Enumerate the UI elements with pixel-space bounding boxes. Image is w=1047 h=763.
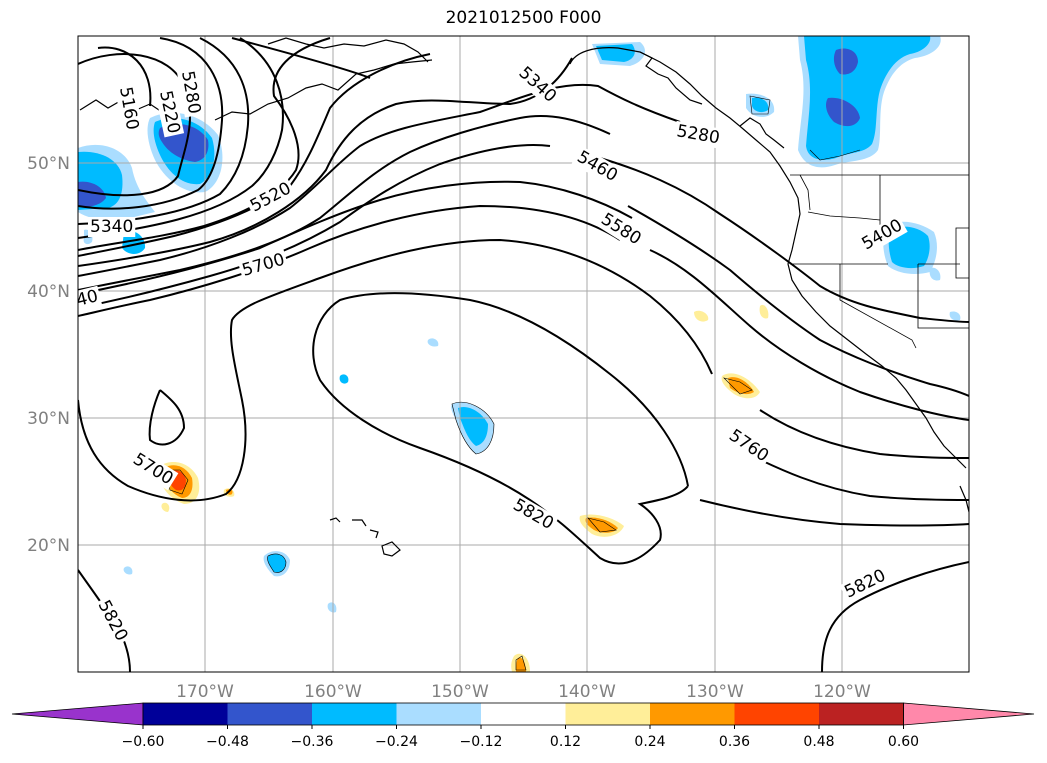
colorbar: −0.60 −0.48 −0.36 −0.24 −0.12 0.12 0.24 0.36 0.4…: [11, 702, 1035, 750]
borders: [790, 174, 969, 349]
lon-label-160w: 160°W: [304, 682, 362, 702]
colorbar-tick-label: −0.36: [291, 734, 334, 750]
colorbar-bin: [227, 703, 312, 725]
colorbar-tick-label: 0.60: [888, 734, 919, 750]
contour-label-backing: [237, 249, 289, 282]
colorbar-bin: [650, 703, 735, 725]
colorbar-tick-label: 0.24: [634, 734, 665, 750]
colorbar-bin: [481, 703, 566, 725]
colorbar-under-arrow: [11, 702, 144, 726]
contour-label-backing: [88, 217, 136, 237]
map-frame: [77, 35, 970, 673]
lat-label-30n: 30°N: [27, 409, 70, 429]
coastlines: [79, 37, 969, 513]
colorbar-tick-label: 0.12: [550, 734, 581, 750]
contour-label-backing: [127, 448, 179, 491]
colorbar-bin: [734, 703, 819, 725]
lon-labels: 170°W 160°W 150°W 140°W 130°W 120°W: [176, 682, 871, 702]
contour-label-backing: [72, 285, 103, 312]
map-grid: [78, 36, 969, 672]
colorbar-bin: [396, 703, 481, 725]
colorbar-tick-label: −0.48: [206, 734, 249, 750]
colorbar-frame: [142, 702, 904, 726]
map-title: 2021012500 F000: [445, 8, 602, 28]
colorbar-tick-label: 0.48: [803, 734, 834, 750]
height-contours: [78, 37, 969, 672]
shading-outlines: [165, 95, 861, 671]
map-area: [78, 36, 969, 672]
colorbar-bin: [565, 703, 650, 725]
lat-label-20n: 20°N: [27, 536, 70, 556]
colorbar-bin: [819, 703, 904, 725]
contour-label-backing: [154, 86, 185, 138]
contour-label-backing: [839, 564, 891, 604]
hawaii-islands: [329, 517, 401, 557]
colorbar-tick-label: −0.24: [375, 734, 418, 750]
contour-label-backing: [513, 61, 562, 109]
lat-label-40n: 40°N: [27, 282, 70, 302]
colorbar-bin: [312, 703, 397, 725]
colorbar-tick-label: −0.12: [460, 734, 503, 750]
lon-label-150w: 150°W: [431, 682, 489, 702]
colorbar-bin: [143, 703, 228, 725]
contour-label-backing: [571, 146, 623, 187]
contour-label-backing: [856, 214, 908, 256]
contour-label-backing: [595, 208, 647, 251]
lon-label-130w: 130°W: [686, 682, 744, 702]
colorbar-tick-label: 0.36: [719, 734, 750, 750]
contour-label-backing: [245, 177, 297, 218]
contour-label-backing: [92, 595, 133, 647]
lat-label-50n: 50°N: [27, 154, 70, 174]
contour-label-backing: [673, 120, 724, 149]
contour-label: 5340: [90, 217, 133, 237]
contour-label-backing: [723, 424, 774, 468]
contour-label-backing: [176, 67, 205, 118]
lon-label-170w: 170°W: [176, 682, 234, 702]
contour-label-backing: [114, 83, 143, 134]
lon-label-120w: 120°W: [813, 682, 871, 702]
colorbar-over-arrow: [903, 702, 1035, 726]
contour-label-backing: [507, 494, 559, 535]
lat-labels: 50°N 40°N 30°N 20°N: [27, 154, 70, 556]
lon-label-140w: 140°W: [558, 682, 616, 702]
colorbar-tick-label: −0.60: [122, 734, 165, 750]
